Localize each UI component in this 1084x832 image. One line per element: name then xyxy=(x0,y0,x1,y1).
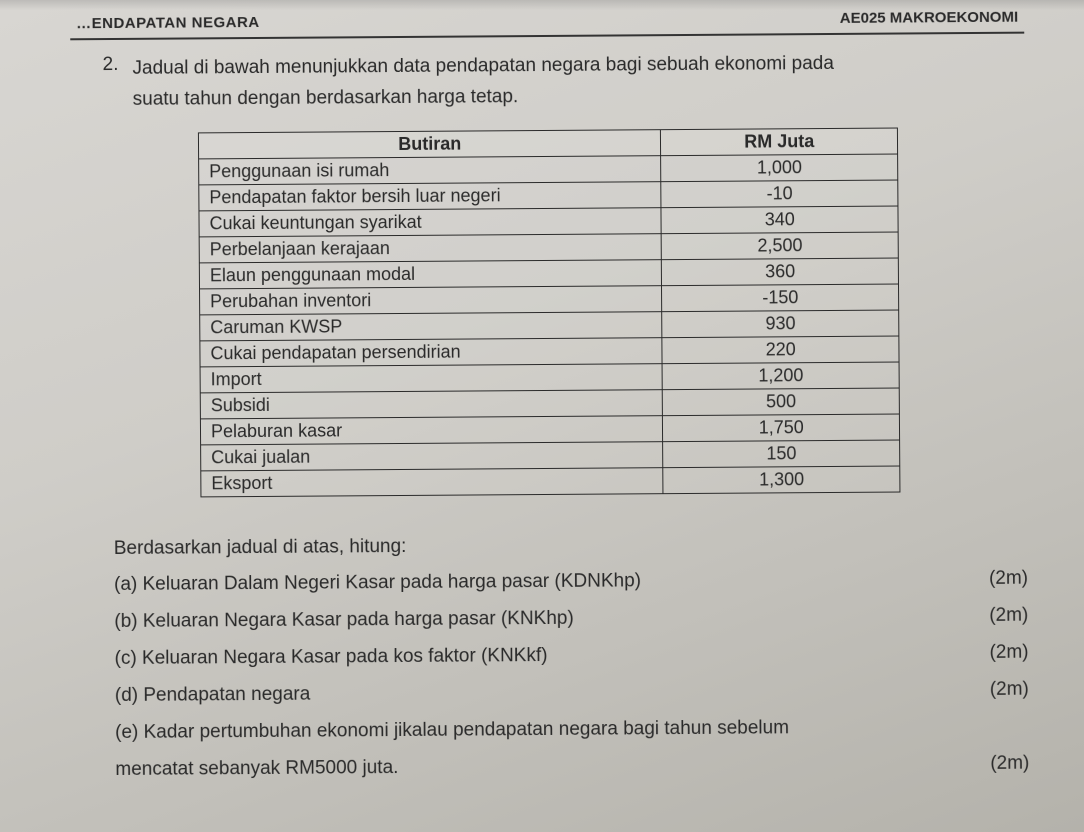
sub-b-label: (b) Keluaran Negara Kasar pada harga pas… xyxy=(114,597,948,640)
sub-c-label: (c) Keluaran Negara Kasar pada kos fakto… xyxy=(114,634,948,677)
question-body-1: Jadual di bawah menunjukkan data pendapa… xyxy=(132,48,1024,84)
col-header-rmjuta: RM Juta xyxy=(661,128,898,156)
cell-value: 1,200 xyxy=(663,362,900,390)
cell-label: Pendapatan faktor bersih luar negeri xyxy=(199,182,662,211)
sub-intro: Berdasarkan jadual di atas, hitung: xyxy=(114,531,1028,559)
question-number: 2. xyxy=(70,54,132,84)
header-left: …ENDAPATAN NEGARA xyxy=(76,14,260,32)
data-table: Butiran RM Juta Penggunaan isi rumah1,00… xyxy=(198,127,901,497)
cell-value: 500 xyxy=(663,388,900,416)
sub-a-label: (a) Keluaran Dalam Negeri Kasar pada har… xyxy=(114,560,948,603)
cell-label: Import xyxy=(200,364,663,393)
sub-e: (e) Kadar pertumbuhan ekonomi jikalau pe… xyxy=(115,708,1029,751)
sub-e-cont: mencatat sebanyak RM5000 juta. (2m) xyxy=(115,745,1029,788)
cell-label: Cukai jualan xyxy=(201,442,664,471)
cell-value: 930 xyxy=(662,310,899,338)
cell-value: 150 xyxy=(663,440,900,468)
sub-c-marks: (2m) xyxy=(948,634,1028,672)
header-right: AE025 MAKROEKONOMI xyxy=(840,9,1018,27)
cell-label: Subsidi xyxy=(200,390,663,419)
cell-value: 1,750 xyxy=(663,414,900,442)
sub-b: (b) Keluaran Negara Kasar pada harga pas… xyxy=(114,597,1028,640)
cell-label: Perubahan inventori xyxy=(200,286,663,315)
cell-label: Eksport xyxy=(201,468,664,497)
cell-value: -150 xyxy=(662,284,899,312)
cell-value: -10 xyxy=(661,180,898,208)
page: …ENDAPATAN NEGARA AE025 MAKROEKONOMI 2. … xyxy=(0,0,1084,789)
cell-label: Elaun penggunaan modal xyxy=(199,260,662,289)
question-line-1: 2. Jadual di bawah menunjukkan data pend… xyxy=(70,48,1024,84)
sub-d: (d) Pendapatan negara (2m) xyxy=(115,671,1029,714)
table-row: Eksport1,300 xyxy=(201,466,900,497)
cell-value: 2,500 xyxy=(662,232,899,260)
question-body-2: suatu tahun dengan berdasarkan harga tet… xyxy=(133,79,1025,115)
header-strip: …ENDAPATAN NEGARA AE025 MAKROEKONOMI xyxy=(70,7,1024,41)
sub-d-label: (d) Pendapatan negara xyxy=(115,671,949,714)
col-header-butiran: Butiran xyxy=(198,130,661,159)
cell-label: Cukai pendapatan persendirian xyxy=(200,338,663,367)
sub-a-marks: (2m) xyxy=(948,559,1028,597)
cell-value: 360 xyxy=(662,258,899,286)
cell-label: Pelaburan kasar xyxy=(200,416,663,445)
cell-label: Perbelanjaan kerajaan xyxy=(199,234,662,263)
sub-e-cont-label: mencatat sebanyak RM5000 juta. xyxy=(115,745,949,788)
cell-label: Penggunaan isi rumah xyxy=(199,156,662,185)
cell-value: 1,000 xyxy=(661,154,898,182)
cell-label: Cukai keuntungan syarikat xyxy=(199,208,662,237)
sub-d-marks: (2m) xyxy=(949,671,1029,709)
sub-a: (a) Keluaran Dalam Negeri Kasar pada har… xyxy=(114,559,1028,602)
cell-label: Caruman KWSP xyxy=(200,312,663,341)
sub-e-spacer xyxy=(949,708,1029,746)
cell-value: 220 xyxy=(662,336,899,364)
cell-value: 1,300 xyxy=(663,466,900,494)
sub-e-label: (e) Kadar pertumbuhan ekonomi jikalau pe… xyxy=(115,708,949,751)
sub-e-marks: (2m) xyxy=(949,745,1029,783)
sub-c: (c) Keluaran Negara Kasar pada kos fakto… xyxy=(114,634,1028,677)
sub-b-marks: (2m) xyxy=(948,597,1028,635)
cell-value: 340 xyxy=(661,206,898,234)
